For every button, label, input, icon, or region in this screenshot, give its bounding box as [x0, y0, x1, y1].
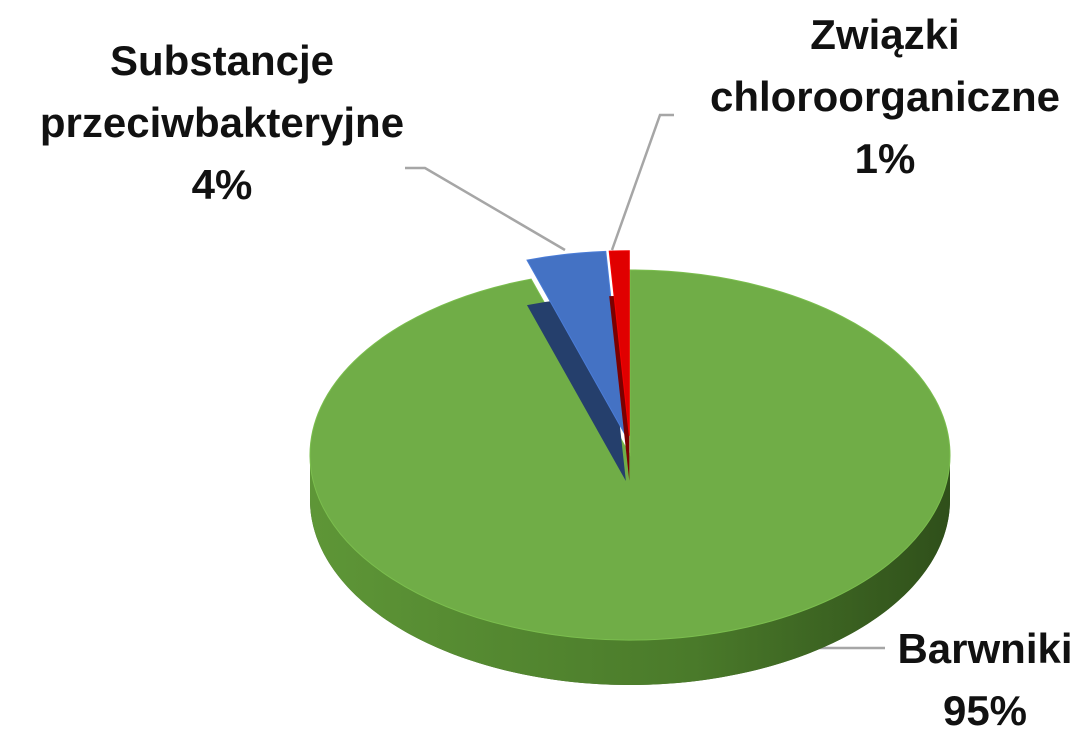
- slice-label: Barwniki 95%: [880, 618, 1090, 730]
- slice-label: Związki chloroorganiczne 1%: [690, 4, 1080, 190]
- slice-label: Substancje przeciwbakteryjne 4%: [12, 30, 432, 216]
- percent-label: 4%: [191, 161, 253, 208]
- percent-label: 95%: [942, 687, 1028, 730]
- percent-label: 1%: [854, 135, 916, 182]
- category-name: Związki chloroorganiczne: [709, 11, 1061, 120]
- category-name: Barwniki: [897, 625, 1073, 672]
- leader-line: [610, 113, 674, 251]
- slice-top: [526, 250, 627, 437]
- pie-slice: [526, 250, 627, 482]
- leader-line: [405, 166, 566, 252]
- pie-slice: [608, 250, 630, 481]
- slice-top: [608, 250, 630, 436]
- slice-side: [310, 455, 950, 685]
- pie-slice: [309, 269, 951, 686]
- slice-top: [309, 269, 951, 641]
- category-name: Substancje przeciwbakteryjne: [39, 37, 405, 146]
